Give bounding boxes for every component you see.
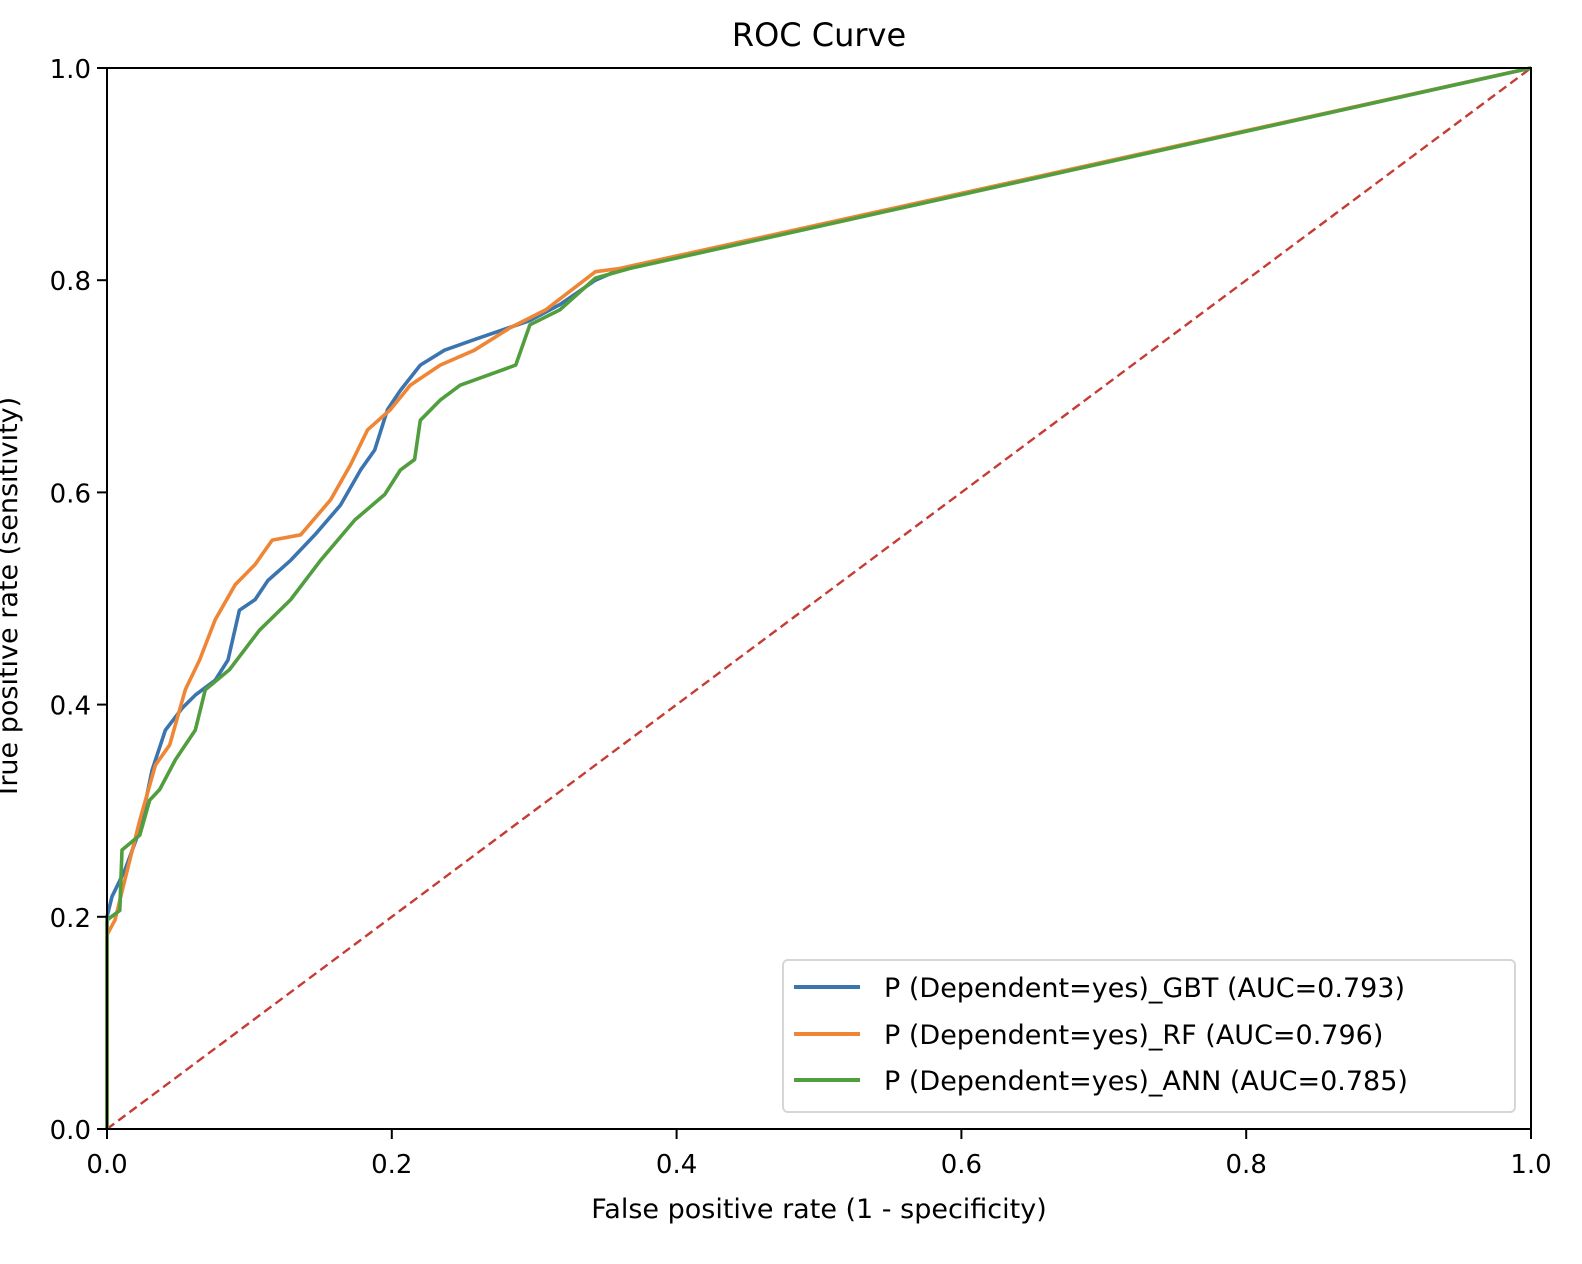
x-axis-ticks: 0.0 0.2 0.4 0.6 0.8 1.0 (86, 1129, 1552, 1180)
x-tick-label: 0.6 (941, 1150, 982, 1180)
x-tick-label: 0.8 (1226, 1150, 1267, 1180)
y-tick-label: 0.6 (50, 479, 91, 509)
chart-title: ROC Curve (732, 16, 906, 54)
x-tick-label: 0.2 (371, 1150, 412, 1180)
legend-label-gbt: P (Dependent=yes)_GBT (AUC=0.793) (884, 973, 1405, 1004)
legend-box (782, 959, 1516, 1113)
y-axis-label: True positive rate (sensitivity) (0, 397, 24, 800)
y-tick-label: 0.8 (50, 267, 91, 297)
x-tick-label: 0.4 (656, 1150, 697, 1180)
legend-label-ann: P (Dependent=yes)_ANN (AUC=0.785) (884, 1066, 1408, 1097)
series-line-ann (105, 66, 1532, 1129)
legend-entry-ann: P (Dependent=yes)_ANN (AUC=0.785) (794, 1066, 1408, 1097)
plot-frame (106, 67, 1532, 1130)
plot-lines (105, 66, 1532, 1130)
legend-label-rf: P (Dependent=yes)_RF (AUC=0.796) (884, 1020, 1383, 1051)
y-tick-label: 0.0 (50, 1116, 91, 1146)
legend: P (Dependent=yes)_GBT (AUC=0.793) P (Dep… (782, 959, 1516, 1113)
legend-entry-rf: P (Dependent=yes)_RF (AUC=0.796) (794, 1020, 1383, 1051)
x-axis-label: False positive rate (1 - specificity) (591, 1194, 1047, 1225)
y-axis-ticks: 0.0 0.2 0.4 0.6 0.8 1.0 (50, 55, 107, 1146)
reference-diagonal-line (106, 67, 1532, 1130)
series-line-rf (105, 66, 1532, 1129)
y-tick-label: 0.2 (50, 904, 91, 934)
legend-entry-gbt: P (Dependent=yes)_GBT (AUC=0.793) (794, 973, 1405, 1004)
x-tick-label: 0.0 (86, 1150, 127, 1180)
y-tick-label: 1.0 (50, 55, 91, 85)
x-tick-label: 1.0 (1510, 1150, 1551, 1180)
y-tick-label: 0.4 (50, 692, 91, 722)
